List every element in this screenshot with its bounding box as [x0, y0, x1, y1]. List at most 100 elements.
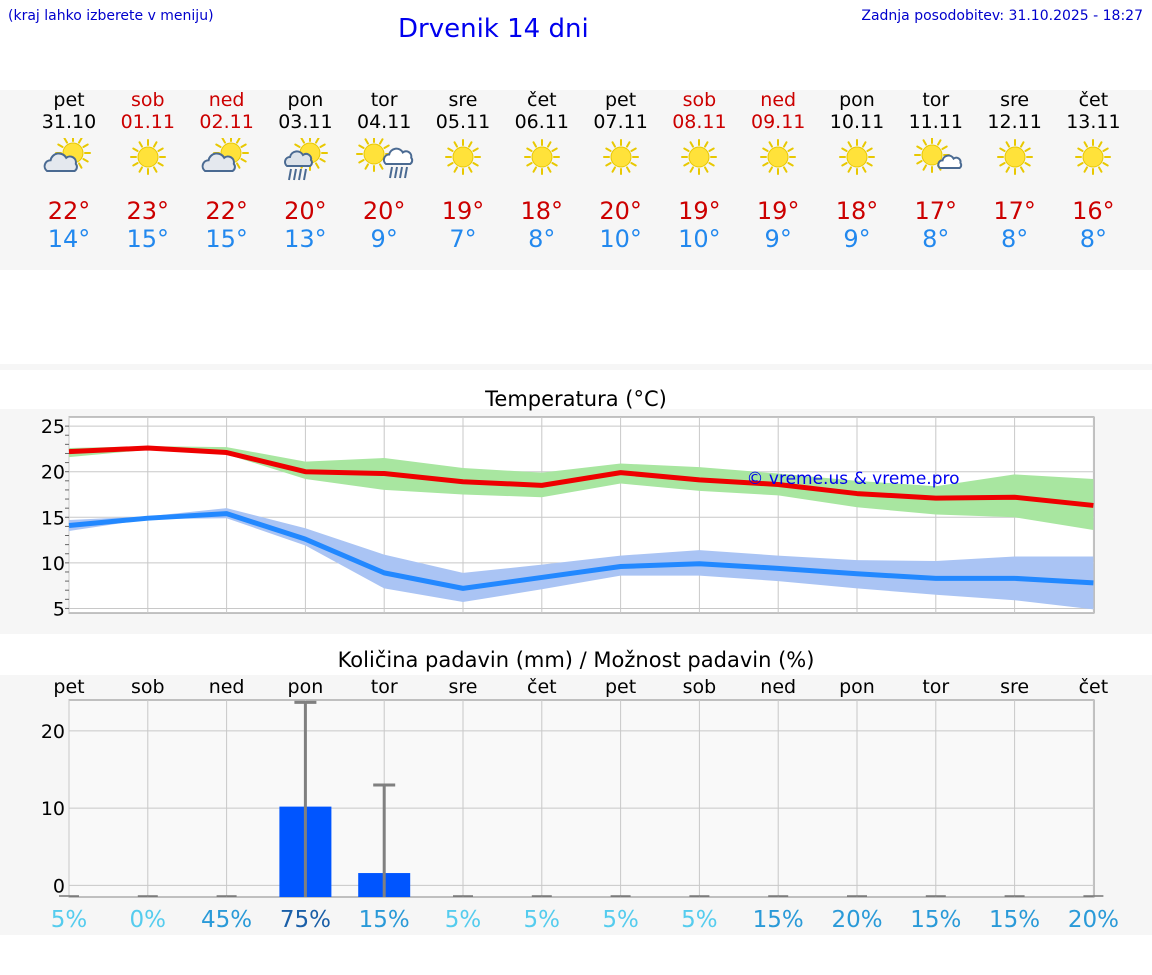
- forecast-panel: [0, 90, 1152, 270]
- precipitation-probability: 15%: [753, 907, 804, 933]
- min-temperature-line: [68, 511, 1094, 591]
- max-temperature: 23°: [126, 197, 170, 225]
- day-name: ned: [208, 89, 245, 111]
- max-temperature-band: [69, 446, 1094, 531]
- sun-icon: [129, 139, 166, 175]
- x-tick-label: ned: [209, 676, 245, 698]
- day-name: sob: [682, 89, 717, 111]
- precipitation-probability: 5%: [51, 907, 88, 933]
- x-tick-label: ned: [760, 676, 796, 698]
- day-name: sre: [1000, 89, 1030, 111]
- sun-cloud-icon: [201, 138, 249, 172]
- min-temperature-band: [69, 508, 1094, 610]
- sun-icon: [996, 139, 1033, 175]
- min-temperature: 13°: [284, 225, 327, 253]
- min-temperature: 9°: [764, 225, 792, 253]
- y-tick-label: 20: [41, 721, 65, 743]
- day-name: tor: [922, 89, 950, 111]
- min-temperature: 10°: [599, 225, 642, 253]
- day-name: pet: [604, 89, 637, 111]
- min-temperature: 8°: [1000, 225, 1029, 253]
- day-date: 01.11: [120, 111, 175, 133]
- y-tick-label: 25: [41, 416, 65, 438]
- day-date: 06.11: [514, 111, 569, 133]
- max-temperature: 20°: [284, 197, 327, 225]
- max-temperature: 18°: [520, 197, 564, 225]
- max-temperature: 20°: [362, 197, 406, 225]
- precipitation-probability: 5%: [524, 907, 561, 933]
- day-name: pon: [287, 89, 324, 111]
- day-name: pet: [53, 89, 85, 111]
- max-temperature: 19°: [756, 197, 800, 225]
- sun-cloud-icon: [43, 138, 91, 172]
- precipitation-chart-title: Količina padavin (mm) / Možnost padavin …: [337, 648, 815, 672]
- day-name: sob: [131, 89, 165, 111]
- divider: [0, 364, 1152, 370]
- min-temperature: 15°: [126, 225, 170, 253]
- day-date: 09.11: [750, 111, 806, 133]
- location-hint: (kraj lahko izberete v meniju): [8, 8, 214, 24]
- min-temperature: 10°: [678, 225, 721, 253]
- day-name: sre: [448, 89, 478, 111]
- x-tick-label: pet: [605, 676, 636, 698]
- y-tick-label: 10: [41, 553, 65, 575]
- sun-icon: [445, 139, 481, 175]
- y-tick-label: 0: [53, 875, 65, 897]
- min-temperature: 7°: [449, 225, 477, 253]
- x-tick-label: pon: [839, 676, 875, 698]
- day-date: 02.11: [199, 111, 254, 133]
- sun-cloud-rain-icon: [356, 138, 414, 179]
- day-name: ned: [760, 89, 797, 111]
- sun-icon: [839, 139, 875, 175]
- x-tick-label: čet: [527, 676, 557, 698]
- max-temperature: 18°: [835, 197, 879, 225]
- day-name: tor: [370, 89, 398, 111]
- day-date: 12.11: [987, 111, 1042, 133]
- page-title: Drvenik 14 dni: [398, 14, 589, 44]
- sun-small-cloud-icon: [913, 138, 962, 173]
- sun-icon: [602, 139, 639, 175]
- max-temperature-line: [68, 445, 1094, 508]
- precipitation-probability: 20%: [1068, 907, 1119, 933]
- precipitation-probability: 5%: [681, 907, 718, 933]
- min-temperature: 8°: [1079, 225, 1108, 253]
- x-tick-label: sre: [449, 676, 478, 698]
- day-date: 07.11: [593, 111, 648, 133]
- x-tick-label: tor: [371, 676, 398, 698]
- day-name: čet: [527, 89, 557, 111]
- y-tick-label: 10: [41, 798, 65, 820]
- y-tick-label: 20: [41, 462, 65, 484]
- day-date: 08.11: [672, 111, 727, 133]
- min-temperature: 14°: [47, 225, 91, 253]
- precipitation-probability: 20%: [831, 907, 882, 933]
- day-name: čet: [1078, 89, 1109, 111]
- sun-rain-icon: [284, 138, 329, 181]
- min-temperature: 15°: [205, 225, 248, 253]
- sun-icon: [523, 139, 560, 175]
- x-tick-label: sob: [683, 676, 717, 698]
- temperature-chart-title: Temperatura (°C): [485, 387, 667, 411]
- day-date: 10.11: [829, 111, 885, 133]
- watermark: © vreme.us & vreme.pro: [746, 469, 959, 489]
- precipitation-probability: 75%: [280, 907, 331, 933]
- last-update: Zadnja posodobitev: 31.10.2025 - 18:27: [861, 8, 1143, 24]
- precipitation-probability: 15%: [989, 907, 1040, 933]
- sun-icon: [681, 139, 718, 175]
- min-temperature: 9°: [843, 225, 871, 253]
- precipitation-probability: 5%: [602, 907, 639, 933]
- max-temperature: 22°: [205, 197, 248, 225]
- max-temperature: 19°: [441, 197, 485, 225]
- y-tick-label: 5: [53, 598, 65, 620]
- day-date: 03.11: [278, 111, 333, 133]
- day-date: 13.11: [1066, 111, 1121, 133]
- min-temperature: 8°: [922, 225, 950, 253]
- max-temperature: 22°: [47, 197, 91, 225]
- day-date: 05.11: [435, 111, 491, 133]
- max-temperature: 16°: [1072, 197, 1115, 225]
- temperature-chart: 5 10 15 20 25 © vreme.us & vreme.pro: [41, 416, 1095, 620]
- x-tick-label: pon: [288, 676, 324, 698]
- max-temperature: 17°: [993, 197, 1036, 225]
- precipitation-probability: 5%: [445, 907, 482, 933]
- sun-icon: [760, 139, 797, 175]
- day-date: 11.11: [908, 111, 963, 133]
